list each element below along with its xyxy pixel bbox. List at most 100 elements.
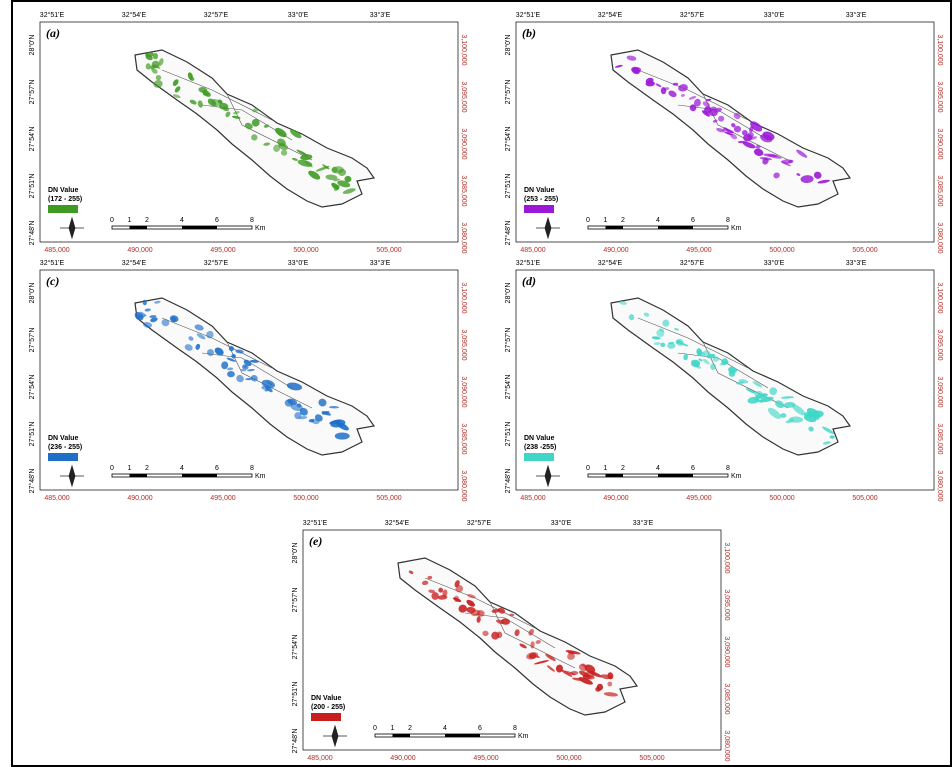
northing-label: 3,080,000 [936, 222, 943, 253]
easting-label: 490,000 [390, 755, 415, 762]
northing-label: 3,090,000 [936, 376, 943, 407]
longitude-label: 32°54'E [598, 259, 623, 267]
northing-label: 3,090,000 [460, 376, 467, 407]
latitude-label: 27°48'N [28, 469, 36, 494]
northing-label: 3,100,000 [460, 282, 467, 313]
latitude-label: 27°57'N [291, 588, 299, 613]
scale-label: 8 [513, 725, 517, 732]
easting-label: 485,000 [44, 495, 69, 502]
longitude-label: 33°0'E [288, 11, 309, 19]
map-panel: 32°51'E32°54'E32°57'E33°0'E33°3'E485,000… [504, 11, 943, 254]
easting-label: 505,000 [376, 495, 401, 502]
northing-label: 3,100,000 [936, 282, 943, 313]
easting-label: 490,000 [603, 495, 628, 502]
scale-bar-fill [182, 226, 217, 229]
map-panel: 32°51'E32°54'E32°57'E33°0'E33°3'E485,000… [291, 519, 730, 762]
panel-label: (a) [46, 26, 60, 40]
longitude-label: 33°0'E [288, 259, 309, 267]
scale-unit: Km [518, 733, 529, 740]
legend-title: DN Value [48, 435, 78, 442]
scale-bar-fill [130, 226, 148, 229]
legend-title: DN Value [311, 695, 341, 702]
longitude-label: 32°57'E [680, 259, 705, 267]
figure-border [12, 1, 951, 766]
longitude-label: 32°57'E [680, 11, 705, 19]
scale-label: 0 [586, 465, 590, 472]
scale-bar-fill [393, 734, 411, 737]
northing-label: 3,080,000 [460, 222, 467, 253]
scale-label: 1 [604, 217, 608, 224]
scale-label: 2 [621, 465, 625, 472]
longitude-label: 33°3'E [370, 11, 391, 19]
panel-label: (d) [522, 274, 536, 288]
scale-bar-fill [658, 474, 693, 477]
latitude-label: 28°0'N [291, 543, 299, 564]
longitude-label: 33°0'E [551, 519, 572, 527]
easting-label: 505,000 [376, 247, 401, 254]
easting-label: 485,000 [520, 495, 545, 502]
latitude-label: 27°48'N [28, 221, 36, 246]
easting-label: 490,000 [127, 495, 152, 502]
north-arrow [60, 218, 84, 238]
latitude-label: 27°48'N [291, 729, 299, 754]
longitude-label: 33°3'E [370, 259, 391, 267]
scale-label: 2 [145, 465, 149, 472]
northing-label: 3,085,000 [936, 423, 943, 454]
easting-label: 495,000 [686, 495, 711, 502]
legend-swatch [524, 205, 554, 213]
legend-range: (238 -255) [524, 444, 556, 451]
scale-label: 0 [586, 217, 590, 224]
easting-label: 505,000 [639, 755, 664, 762]
scale-label: 8 [726, 217, 730, 224]
scale-label: 0 [373, 725, 377, 732]
northing-label: 3,090,000 [460, 128, 467, 159]
scale-bar-fill [606, 474, 624, 477]
easting-label: 495,000 [210, 247, 235, 254]
easting-label: 495,000 [686, 247, 711, 254]
panel-label: (e) [309, 534, 322, 548]
northing-label: 3,095,000 [460, 329, 467, 360]
northing-label: 3,080,000 [936, 470, 943, 501]
legend-range: (236 - 255) [48, 444, 82, 451]
scale-bar-fill [182, 474, 217, 477]
longitude-label: 32°54'E [385, 519, 410, 527]
latitude-label: 27°51'N [504, 422, 512, 447]
scale-label: 1 [604, 465, 608, 472]
north-arrow [323, 726, 347, 746]
latitude-label: 27°48'N [504, 221, 512, 246]
easting-label: 500,000 [769, 495, 794, 502]
latitude-label: 27°48'N [504, 469, 512, 494]
scale-bar-fill [658, 226, 693, 229]
scale-label: 6 [691, 465, 695, 472]
scale-unit: Km [731, 225, 742, 232]
latitude-label: 27°57'N [28, 80, 36, 105]
easting-label: 500,000 [293, 247, 318, 254]
scale-bar-fill [130, 474, 148, 477]
northing-label: 3,080,000 [460, 470, 467, 501]
longitude-label: 32°51'E [303, 519, 328, 527]
easting-label: 500,000 [556, 755, 581, 762]
latitude-label: 27°54'N [291, 635, 299, 660]
legend-swatch [48, 205, 78, 213]
scale-label: 4 [656, 465, 660, 472]
easting-label: 485,000 [307, 755, 332, 762]
northing-label: 3,085,000 [723, 683, 730, 714]
north-arrow [536, 466, 560, 486]
latitude-label: 27°57'N [28, 328, 36, 353]
northing-label: 3,085,000 [460, 423, 467, 454]
easting-label: 505,000 [852, 495, 877, 502]
easting-label: 500,000 [769, 247, 794, 254]
northing-label: 3,095,000 [936, 329, 943, 360]
northing-label: 3,085,000 [460, 175, 467, 206]
scale-label: 0 [110, 217, 114, 224]
scale-label: 4 [656, 217, 660, 224]
longitude-label: 33°0'E [764, 11, 785, 19]
scale-label: 4 [443, 725, 447, 732]
scale-label: 6 [215, 465, 219, 472]
legend-range: (253 - 255) [524, 196, 558, 203]
longitude-label: 32°54'E [122, 259, 147, 267]
longitude-label: 32°57'E [204, 259, 229, 267]
longitude-label: 32°57'E [467, 519, 492, 527]
latitude-label: 27°54'N [504, 127, 512, 152]
scale-label: 1 [128, 217, 132, 224]
